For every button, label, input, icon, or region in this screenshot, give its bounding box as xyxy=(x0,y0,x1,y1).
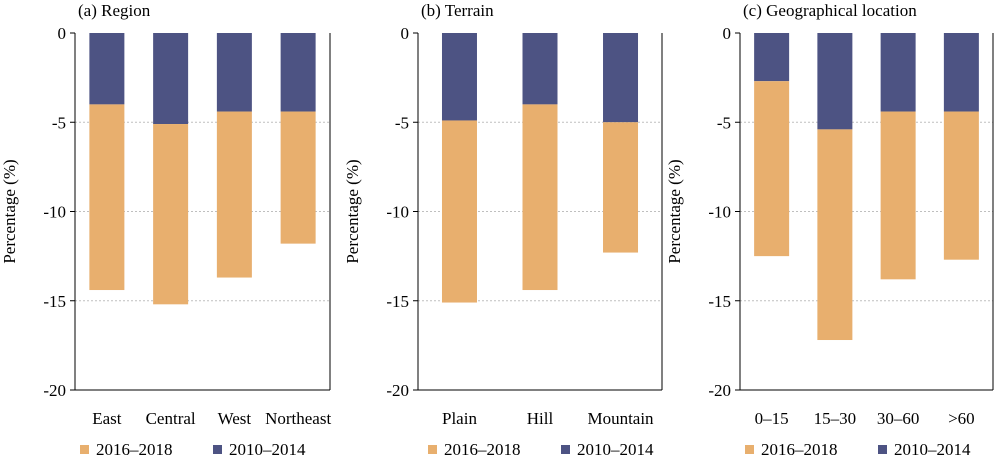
bar-2010-2014 xyxy=(153,33,189,125)
category-label: Plain xyxy=(442,409,477,428)
bar-2010-2014 xyxy=(522,33,558,105)
y-tick-label: -15 xyxy=(386,292,409,311)
bar-2016-2018 xyxy=(280,111,316,244)
y-tick-label: 0 xyxy=(723,24,732,43)
bar-2016-2018 xyxy=(441,120,477,303)
bar-2016-2018 xyxy=(603,122,639,253)
legend-label-2016-2018: 2016–2018 xyxy=(761,440,838,459)
category-label: West xyxy=(218,409,252,428)
y-tick-label: -15 xyxy=(43,292,66,311)
bar-2010-2014 xyxy=(280,33,316,112)
legend-swatch-2010-2014 xyxy=(878,445,887,454)
y-axis-label: Percentage (%) xyxy=(0,159,19,263)
panel-title: (a) Region xyxy=(78,1,151,20)
y-axis-label: Percentage (%) xyxy=(665,159,684,263)
y-axis-label: Percentage (%) xyxy=(343,159,362,263)
y-tick-label: 0 xyxy=(58,24,67,43)
category-label: >60 xyxy=(948,409,975,428)
category-label: Northeast xyxy=(265,409,331,428)
bar-2010-2014 xyxy=(603,33,639,123)
category-label: 15–30 xyxy=(814,409,857,428)
bar-2016-2018 xyxy=(880,111,916,280)
category-label: Central xyxy=(146,409,196,428)
bar-2010-2014 xyxy=(216,33,252,112)
legend-label-2016-2018: 2016–2018 xyxy=(96,440,173,459)
bar-2016-2018 xyxy=(754,81,790,257)
bar-2016-2018 xyxy=(943,111,979,260)
y-tick-label: 0 xyxy=(401,24,410,43)
category-label: Mountain xyxy=(587,409,654,428)
legend-swatch-2016-2018 xyxy=(745,445,754,454)
y-tick-label: -20 xyxy=(386,381,409,400)
bar-2010-2014 xyxy=(441,33,477,121)
y-tick-label: -20 xyxy=(708,381,731,400)
y-tick-label: -20 xyxy=(43,381,66,400)
bar-2016-2018 xyxy=(817,129,853,341)
bar-2010-2014 xyxy=(754,33,790,82)
legend-swatch-2010-2014 xyxy=(561,445,570,454)
legend-label-2010-2014: 2010–2014 xyxy=(577,440,654,459)
category-label: 0–15 xyxy=(755,409,789,428)
category-label: East xyxy=(92,409,122,428)
legend-swatch-2016-2018 xyxy=(80,445,89,454)
y-tick-label: -5 xyxy=(395,113,409,132)
bar-2016-2018 xyxy=(522,104,558,291)
legend-swatch-2016-2018 xyxy=(428,445,437,454)
bar-2016-2018 xyxy=(216,111,252,278)
bar-2010-2014 xyxy=(817,33,853,130)
y-tick-label: -10 xyxy=(43,203,66,222)
category-label: Hill xyxy=(527,409,554,428)
panel-title: (c) Geographical location xyxy=(743,1,917,20)
y-tick-label: -5 xyxy=(717,113,731,132)
bar-2010-2014 xyxy=(880,33,916,112)
legend-label-2010-2014: 2010–2014 xyxy=(229,440,306,459)
legend-label-2010-2014: 2010–2014 xyxy=(894,440,971,459)
y-tick-label: -10 xyxy=(386,203,409,222)
bar-2010-2014 xyxy=(943,33,979,112)
y-tick-label: -15 xyxy=(708,292,731,311)
bar-2010-2014 xyxy=(89,33,125,105)
y-tick-label: -5 xyxy=(52,113,66,132)
legend-swatch-2010-2014 xyxy=(213,445,222,454)
y-tick-label: -10 xyxy=(708,203,731,222)
bar-2016-2018 xyxy=(153,124,189,305)
category-label: 30–60 xyxy=(877,409,920,428)
legend-label-2016-2018: 2016–2018 xyxy=(444,440,521,459)
bar-2016-2018 xyxy=(89,104,125,291)
panel-title: (b) Terrain xyxy=(421,1,494,20)
